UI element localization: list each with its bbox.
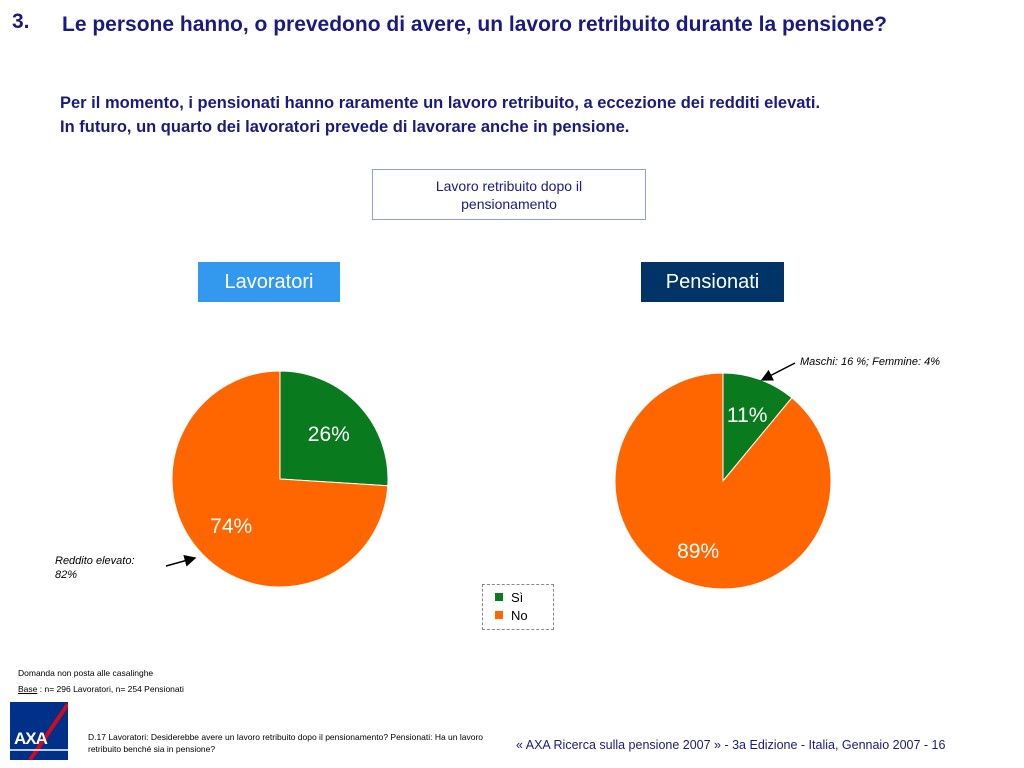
legend-label-si: Sì (511, 589, 524, 605)
legend-label-no: No (511, 607, 528, 623)
pie-slice-lavoratori-si (279, 370, 389, 487)
pie-pensionati: 11% 89% (614, 372, 832, 590)
pie-slice-lavoratori-no (171, 370, 389, 588)
footer-copyright: « AXA Ricerca sulla pensione 2007 » - 3a… (516, 738, 946, 752)
legend: Sì No (482, 584, 554, 630)
axa-logo-text: AXA (14, 729, 48, 748)
legend-item-no: No (495, 606, 553, 624)
lavoratori-label: Lavoratori (198, 262, 340, 302)
legend-swatch-no (495, 611, 503, 619)
pie-label-lavoratori-si: 26% (308, 423, 350, 446)
base-label: Base (18, 684, 38, 694)
pie-label-pensionati-no: 89% (677, 540, 719, 563)
pensionati-label: Pensionati (641, 262, 784, 302)
annotation-lavoratori-line1: Reddito elevato: (55, 555, 135, 567)
pie-label-pensionati-si: 11% (727, 404, 767, 427)
axa-logo-slash (10, 702, 68, 760)
footnote-casalinghe: Domanda non posta alle casalinghe (18, 668, 154, 678)
question-title: Le persone hanno, o prevedono di avere, … (62, 13, 887, 36)
pie-slice-pensionati-si (722, 372, 793, 483)
base-text: : n= 296 Lavoratori, n= 254 Pensionati (39, 684, 184, 694)
footnote-base: Base : n= 296 Lavoratori, n= 254 Pension… (18, 684, 184, 694)
annotation-lavoratori-line2: 82% (55, 569, 78, 581)
annotation-lavoratori: Reddito elevato: 82% (55, 554, 175, 582)
legend-item-si: Sì (495, 588, 553, 606)
annotation-arrow-pensionati (760, 362, 796, 381)
source-question: D.17 Lavoratori: Desiderebbe avere un la… (88, 732, 484, 754)
subtitle-line-2: In futuro, un quarto dei lavoratori prev… (60, 118, 630, 136)
legend-swatch-si (495, 593, 503, 601)
pie-label-lavoratori-no: 74% (210, 515, 252, 538)
pie-lavoratori: 26% 74% (171, 370, 389, 588)
pie-slice-pensionati-no (614, 372, 832, 590)
chart-title: Lavoro retribuito dopo il pensionamento (372, 169, 646, 220)
annotation-arrow-lavoratori (165, 555, 197, 567)
subtitle: Per il momento, i pensionati hanno raram… (60, 91, 1000, 139)
subtitle-line-1: Per il momento, i pensionati hanno raram… (60, 94, 821, 112)
annotation-pensionati: Maschi: 16 %; Femmine: 4% (800, 356, 940, 368)
question-number: 3. (12, 10, 30, 33)
axa-logo: AXA (10, 702, 68, 760)
